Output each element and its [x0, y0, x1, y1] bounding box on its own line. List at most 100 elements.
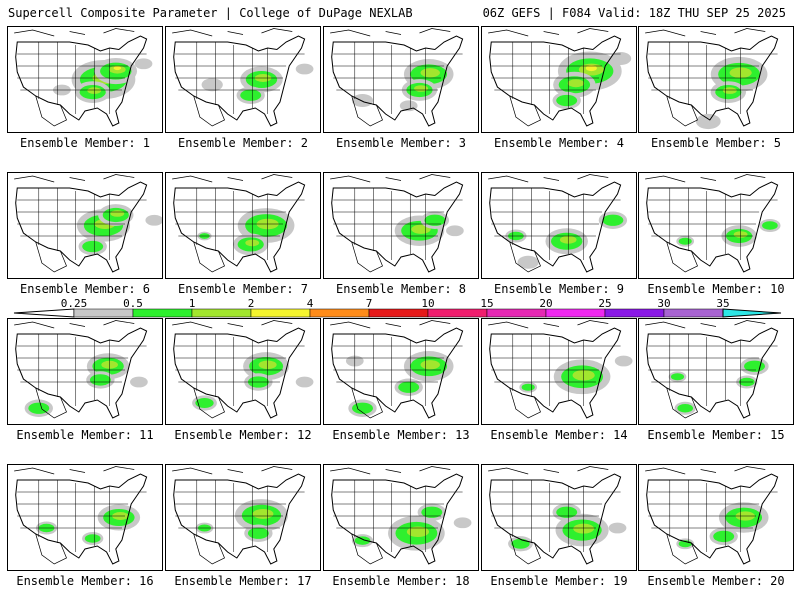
- country-border: [174, 36, 305, 126]
- ensemble-member-label: Ensemble Member: 3: [335, 136, 467, 150]
- country-border: [16, 328, 147, 418]
- ensemble-member-panel: [481, 26, 637, 133]
- scp-contour-mid: [762, 221, 778, 230]
- scp-contour-mid: [670, 373, 685, 381]
- us-map: [482, 465, 636, 570]
- colorbar-segment: [545, 308, 606, 318]
- colorbar-segment: [486, 308, 547, 318]
- us-map: [8, 173, 162, 278]
- colorbar-segment: [309, 308, 370, 318]
- scp-contour-mid: [82, 240, 104, 253]
- ensemble-member-panel: [323, 464, 479, 571]
- us-map: [639, 319, 793, 424]
- ensemble-member-panel: [165, 26, 321, 133]
- ensemble-member-label: Ensemble Member: 9: [493, 282, 625, 296]
- scp-contour-high: [406, 526, 430, 538]
- colorbar-segment: [73, 308, 134, 318]
- scp-contour-low: [130, 376, 148, 388]
- country-border: [647, 328, 778, 418]
- colorbar-right-arrow: [722, 308, 782, 318]
- us-map: [639, 173, 793, 278]
- scp-contour-mid: [240, 89, 262, 101]
- country-border: [647, 474, 778, 564]
- ensemble-member-panel: [7, 464, 163, 571]
- us-map: [166, 465, 320, 570]
- scp-contour-mid: [421, 506, 443, 518]
- scp-contour-peak: [113, 66, 122, 71]
- scp-contour-mid: [195, 398, 214, 408]
- scp-contour-high: [420, 68, 440, 78]
- ensemble-member-panel: [165, 172, 321, 279]
- ensemble-member-panel: [638, 26, 794, 133]
- ensemble-member-label: Ensemble Member: 15: [647, 428, 785, 442]
- ensemble-member-panel: [638, 318, 794, 425]
- us-map: [324, 27, 478, 132]
- colorbar-tick-label: 7: [366, 297, 373, 310]
- scp-contour-mid: [521, 383, 535, 391]
- country-border: [490, 328, 621, 418]
- ensemble-member-label: Ensemble Member: 10: [647, 282, 785, 296]
- scp-contour-low: [145, 214, 162, 226]
- scp-contour-mid: [511, 538, 530, 549]
- country-border: [332, 328, 463, 418]
- ensemble-member-label: Ensemble Member: 12: [174, 428, 312, 442]
- us-map: [166, 27, 320, 132]
- us-map: [324, 173, 478, 278]
- us-map: [8, 27, 162, 132]
- ensemble-member-panel: [165, 318, 321, 425]
- us-map: [166, 173, 320, 278]
- colorbar-tick-label: 0.5: [123, 297, 143, 310]
- country-border: [332, 474, 463, 564]
- ensemble-member-label: Ensemble Member: 20: [647, 574, 785, 588]
- scp-contour-high: [567, 79, 585, 88]
- country-border: [16, 474, 147, 564]
- colorbar-segment: [132, 308, 193, 318]
- colorbar-tick-label: 0.25: [61, 297, 88, 310]
- ensemble-member-panel: [7, 318, 163, 425]
- scp-contour-high: [252, 508, 274, 519]
- ensemble-member-label: Ensemble Member: 14: [490, 428, 628, 442]
- country-border: [174, 474, 305, 564]
- ensemble-member-panel: [7, 26, 163, 133]
- ensemble-member-label: Ensemble Member: 8: [335, 282, 467, 296]
- scp-contour-mid: [424, 214, 446, 226]
- scp-contour-mid: [247, 527, 269, 539]
- country-border: [332, 36, 463, 126]
- colorbar-tick-label: 30: [657, 297, 670, 310]
- scp-contour-mid: [89, 374, 111, 386]
- ensemble-member-panel: [481, 172, 637, 279]
- scp-contour-mid: [352, 402, 373, 414]
- scp-contour-high: [110, 210, 125, 217]
- scp-contour-mid: [556, 94, 578, 107]
- us-map: [8, 465, 162, 570]
- colorbar-tick-label: 10: [421, 297, 434, 310]
- header-left-title: Supercell Composite Parameter | College …: [8, 6, 413, 20]
- country-border: [16, 182, 147, 272]
- header-right-title: 06Z GEFS | F084 Valid: 18Z THU SEP 25 20…: [482, 6, 786, 20]
- country-border: [647, 36, 778, 126]
- ensemble-member-label: Ensemble Member: 11: [16, 428, 154, 442]
- scp-contour-low: [695, 113, 721, 130]
- scp-contour-low: [608, 522, 627, 534]
- country-border: [332, 182, 463, 272]
- colorbar-segment: [368, 308, 429, 318]
- country-border: [174, 182, 305, 272]
- ensemble-member-panel: [638, 172, 794, 279]
- scp-contour-low: [295, 63, 314, 75]
- ensemble-member-label: Ensemble Member: 18: [332, 574, 470, 588]
- scp-contour-mid: [678, 237, 692, 245]
- color-scale-legend: 0.25 0.5 1 2 4 7 10 15 20 25 30 35: [13, 297, 782, 318]
- scp-contour-low: [134, 58, 153, 70]
- ensemble-member-panel: [481, 318, 637, 425]
- ensemble-member-panel: [165, 464, 321, 571]
- us-map: [639, 465, 793, 570]
- colorbar-segment: [427, 308, 488, 318]
- scp-contour-high: [722, 87, 737, 94]
- scp-contour-mid: [713, 530, 735, 543]
- us-map: [324, 319, 478, 424]
- colorbar-tick-label: 35: [716, 297, 729, 310]
- ensemble-member-label: Ensemble Member: 6: [19, 282, 151, 296]
- scp-contour-low: [614, 355, 633, 367]
- ensemble-member-label: Ensemble Member: 4: [493, 136, 625, 150]
- colorbar-segment: [191, 308, 252, 318]
